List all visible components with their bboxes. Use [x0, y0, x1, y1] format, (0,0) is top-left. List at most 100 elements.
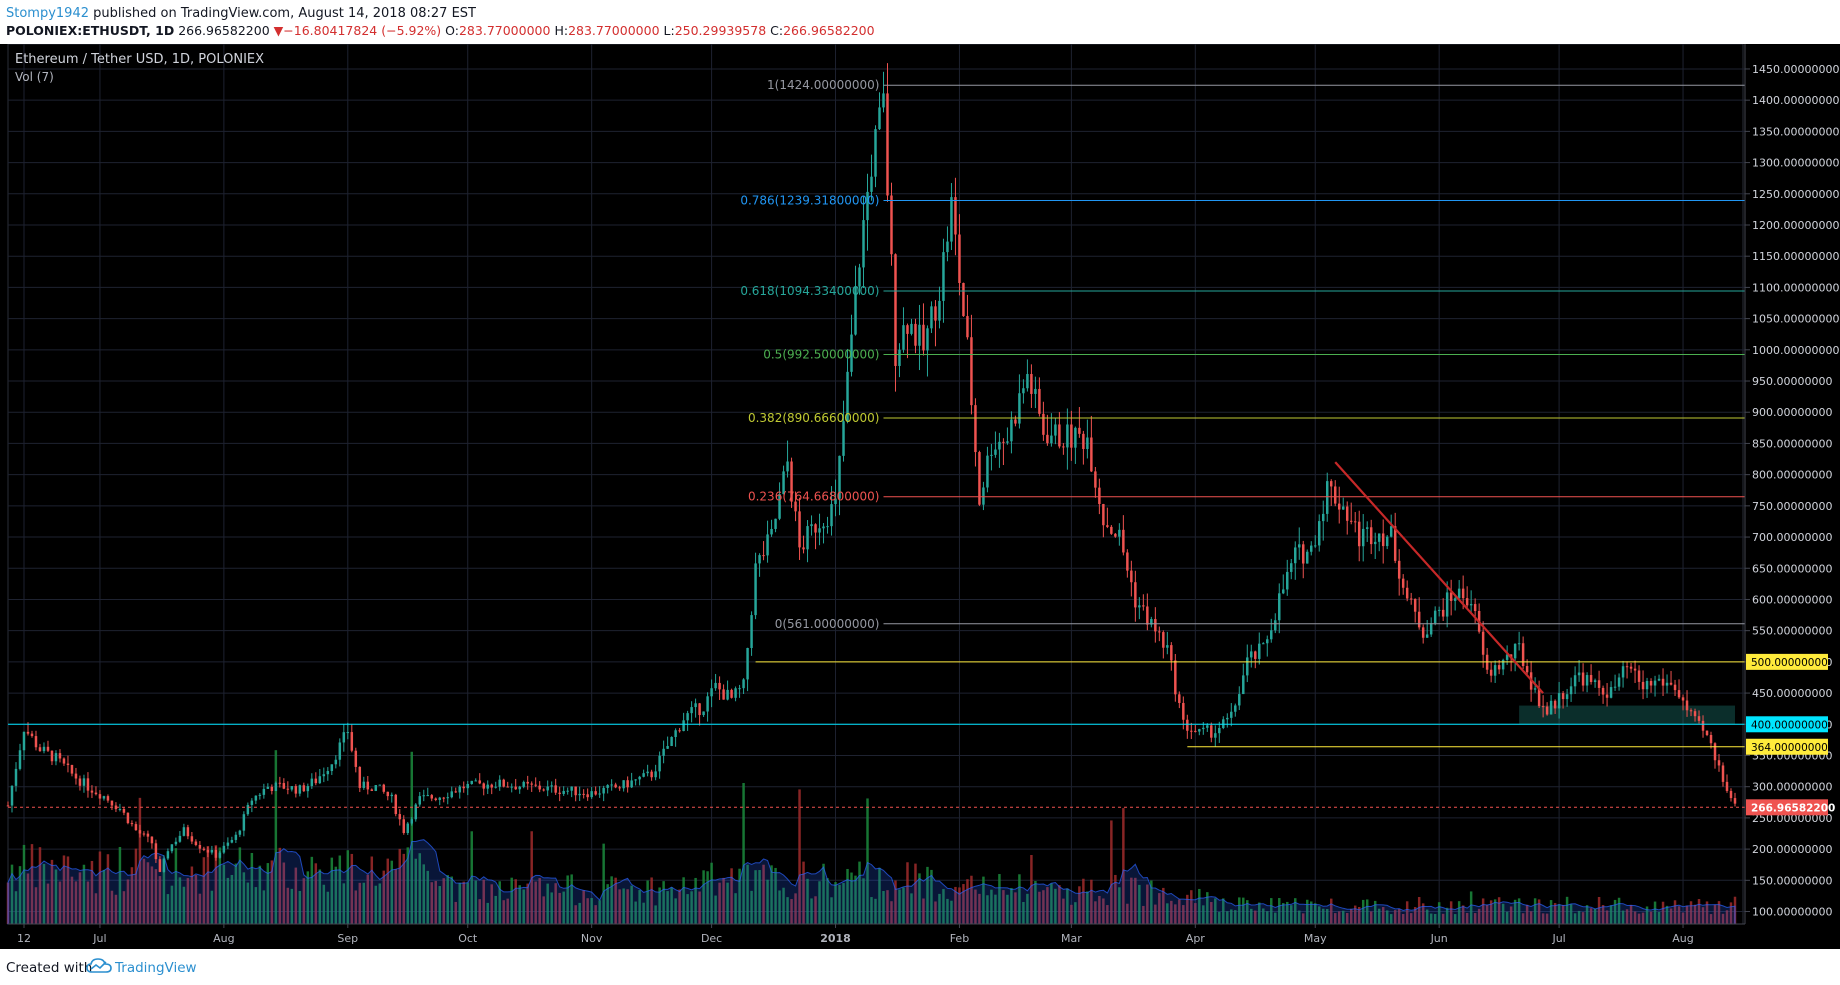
- volume-bar: [670, 887, 673, 924]
- volume-bar: [1613, 899, 1617, 924]
- y-tick-label: 1200.00000000: [1752, 219, 1839, 232]
- support-zone[interactable]: [1519, 705, 1735, 725]
- candle-body: [1357, 521, 1361, 547]
- candle-body: [766, 534, 769, 556]
- volume-bar: [1006, 894, 1009, 924]
- candle-body: [1010, 419, 1013, 442]
- volume-bar: [950, 900, 953, 924]
- volume-bar: [970, 875, 973, 924]
- volume-bar: [1034, 880, 1037, 924]
- volume-bar: [410, 751, 414, 924]
- volume-bar: [414, 858, 418, 924]
- volume-bar: [574, 905, 577, 924]
- candle-body: [258, 794, 262, 796]
- volume-bar: [1198, 888, 1201, 924]
- time-axis[interactable]: 12 Jul Aug Sep Oct Nov Dec 2018 Feb Mar Apr May Jun J…: [17, 924, 1694, 945]
- volume-bar: [1677, 906, 1681, 924]
- publish-header: Stompy1942 published on TradingView.com,…: [0, 0, 1840, 44]
- volume-bar: [506, 898, 509, 924]
- candle-body: [254, 795, 258, 801]
- candle-body: [1601, 687, 1605, 695]
- volume-bar: [1417, 897, 1421, 924]
- price-chart[interactable]: 1(1424.00000000) 0.786(1239.31800000) 0.61…: [0, 44, 1840, 949]
- fibonacci-retracement[interactable]: 1(1424.00000000) 0.786(1239.31800000) 0.61…: [740, 78, 1745, 631]
- volume-bar: [1242, 897, 1245, 924]
- tradingview-cloud-icon[interactable]: [86, 958, 112, 974]
- volume-bar: [1238, 897, 1241, 924]
- candle-body: [1733, 798, 1737, 804]
- y-tick-label: 550.00000000: [1752, 625, 1832, 638]
- candle-body: [346, 732, 350, 734]
- trendline-layer[interactable]: [1334, 461, 1544, 694]
- candle-body: [218, 852, 222, 858]
- volume-bar: [858, 861, 861, 924]
- tradingview-link[interactable]: TradingView: [115, 960, 197, 976]
- volume-bar: [598, 900, 601, 924]
- y-tick-label: 800.00000000: [1752, 469, 1832, 482]
- candle-body: [78, 778, 82, 786]
- volume-bar: [1581, 912, 1585, 924]
- volume-bar: [1485, 904, 1489, 924]
- candle-body: [1473, 604, 1477, 611]
- trendline[interactable]: [1334, 461, 1544, 694]
- volume-bar: [1409, 913, 1413, 924]
- volume-bar: [898, 889, 901, 924]
- low-value: 250.29939578: [674, 23, 767, 38]
- candle-body: [1158, 631, 1161, 633]
- volume-bar: [134, 848, 138, 924]
- volume-bar: [962, 884, 965, 924]
- volume-ma-area: [7, 839, 1736, 925]
- candle-body: [334, 759, 338, 765]
- volume-bar: [1385, 910, 1389, 924]
- candle-body: [770, 528, 773, 535]
- symbol-line: POLONIEX:ETHUSDT, 1D 266.96582200 ▼−16.8…: [6, 23, 875, 38]
- volume-bar: [178, 877, 182, 924]
- candle-body: [1274, 620, 1277, 631]
- candle-body: [978, 452, 981, 505]
- volume-bar: [1250, 908, 1253, 924]
- candle-body: [1413, 598, 1417, 612]
- volume-bar: [906, 862, 909, 924]
- volume-bar: [1577, 910, 1581, 924]
- volume-bar: [1010, 887, 1013, 924]
- candle-body: [974, 405, 977, 453]
- x-tick-label: Mar: [1061, 932, 1082, 945]
- candle-body: [1106, 525, 1109, 527]
- candle-body: [1369, 527, 1373, 545]
- volume-bar: [1174, 904, 1177, 924]
- candle-body: [250, 800, 254, 805]
- candle-body: [1453, 598, 1457, 601]
- volume-bar: [1190, 890, 1193, 924]
- candle-body: [650, 771, 653, 778]
- volume-bar: [210, 890, 214, 924]
- candle-body: [1501, 659, 1505, 670]
- volume-bar: [1266, 911, 1269, 924]
- volume-bar: [274, 750, 278, 924]
- horizontal-lines[interactable]: [8, 661, 1745, 808]
- candle-body: [634, 779, 637, 781]
- volume-bar: [90, 860, 94, 924]
- candle-body: [626, 780, 629, 788]
- plot-area[interactable]: [7, 44, 1744, 925]
- volume-bar: [1086, 891, 1089, 924]
- candle-body: [538, 785, 541, 790]
- candle-body: [402, 819, 406, 833]
- volume-bar: [242, 872, 246, 924]
- candle-body: [442, 797, 445, 799]
- volume-bar: [570, 874, 573, 924]
- candle-body: [1098, 487, 1101, 505]
- candle-body: [1653, 680, 1657, 686]
- y-tick-label: 1450.00000000: [1752, 63, 1839, 76]
- volume-bar: [458, 882, 461, 924]
- author-link[interactable]: Stompy1942: [6, 6, 89, 21]
- volume-bar: [778, 890, 781, 924]
- volume-bar: [1405, 901, 1409, 924]
- volume-bar: [370, 856, 374, 924]
- candle-body: [34, 736, 38, 748]
- candle-body: [1505, 654, 1509, 660]
- candle-body: [910, 323, 913, 334]
- x-tick-label: May: [1304, 932, 1327, 945]
- candle-body: [22, 731, 26, 751]
- candle-body: [1541, 706, 1545, 708]
- volume-bar: [1030, 855, 1033, 924]
